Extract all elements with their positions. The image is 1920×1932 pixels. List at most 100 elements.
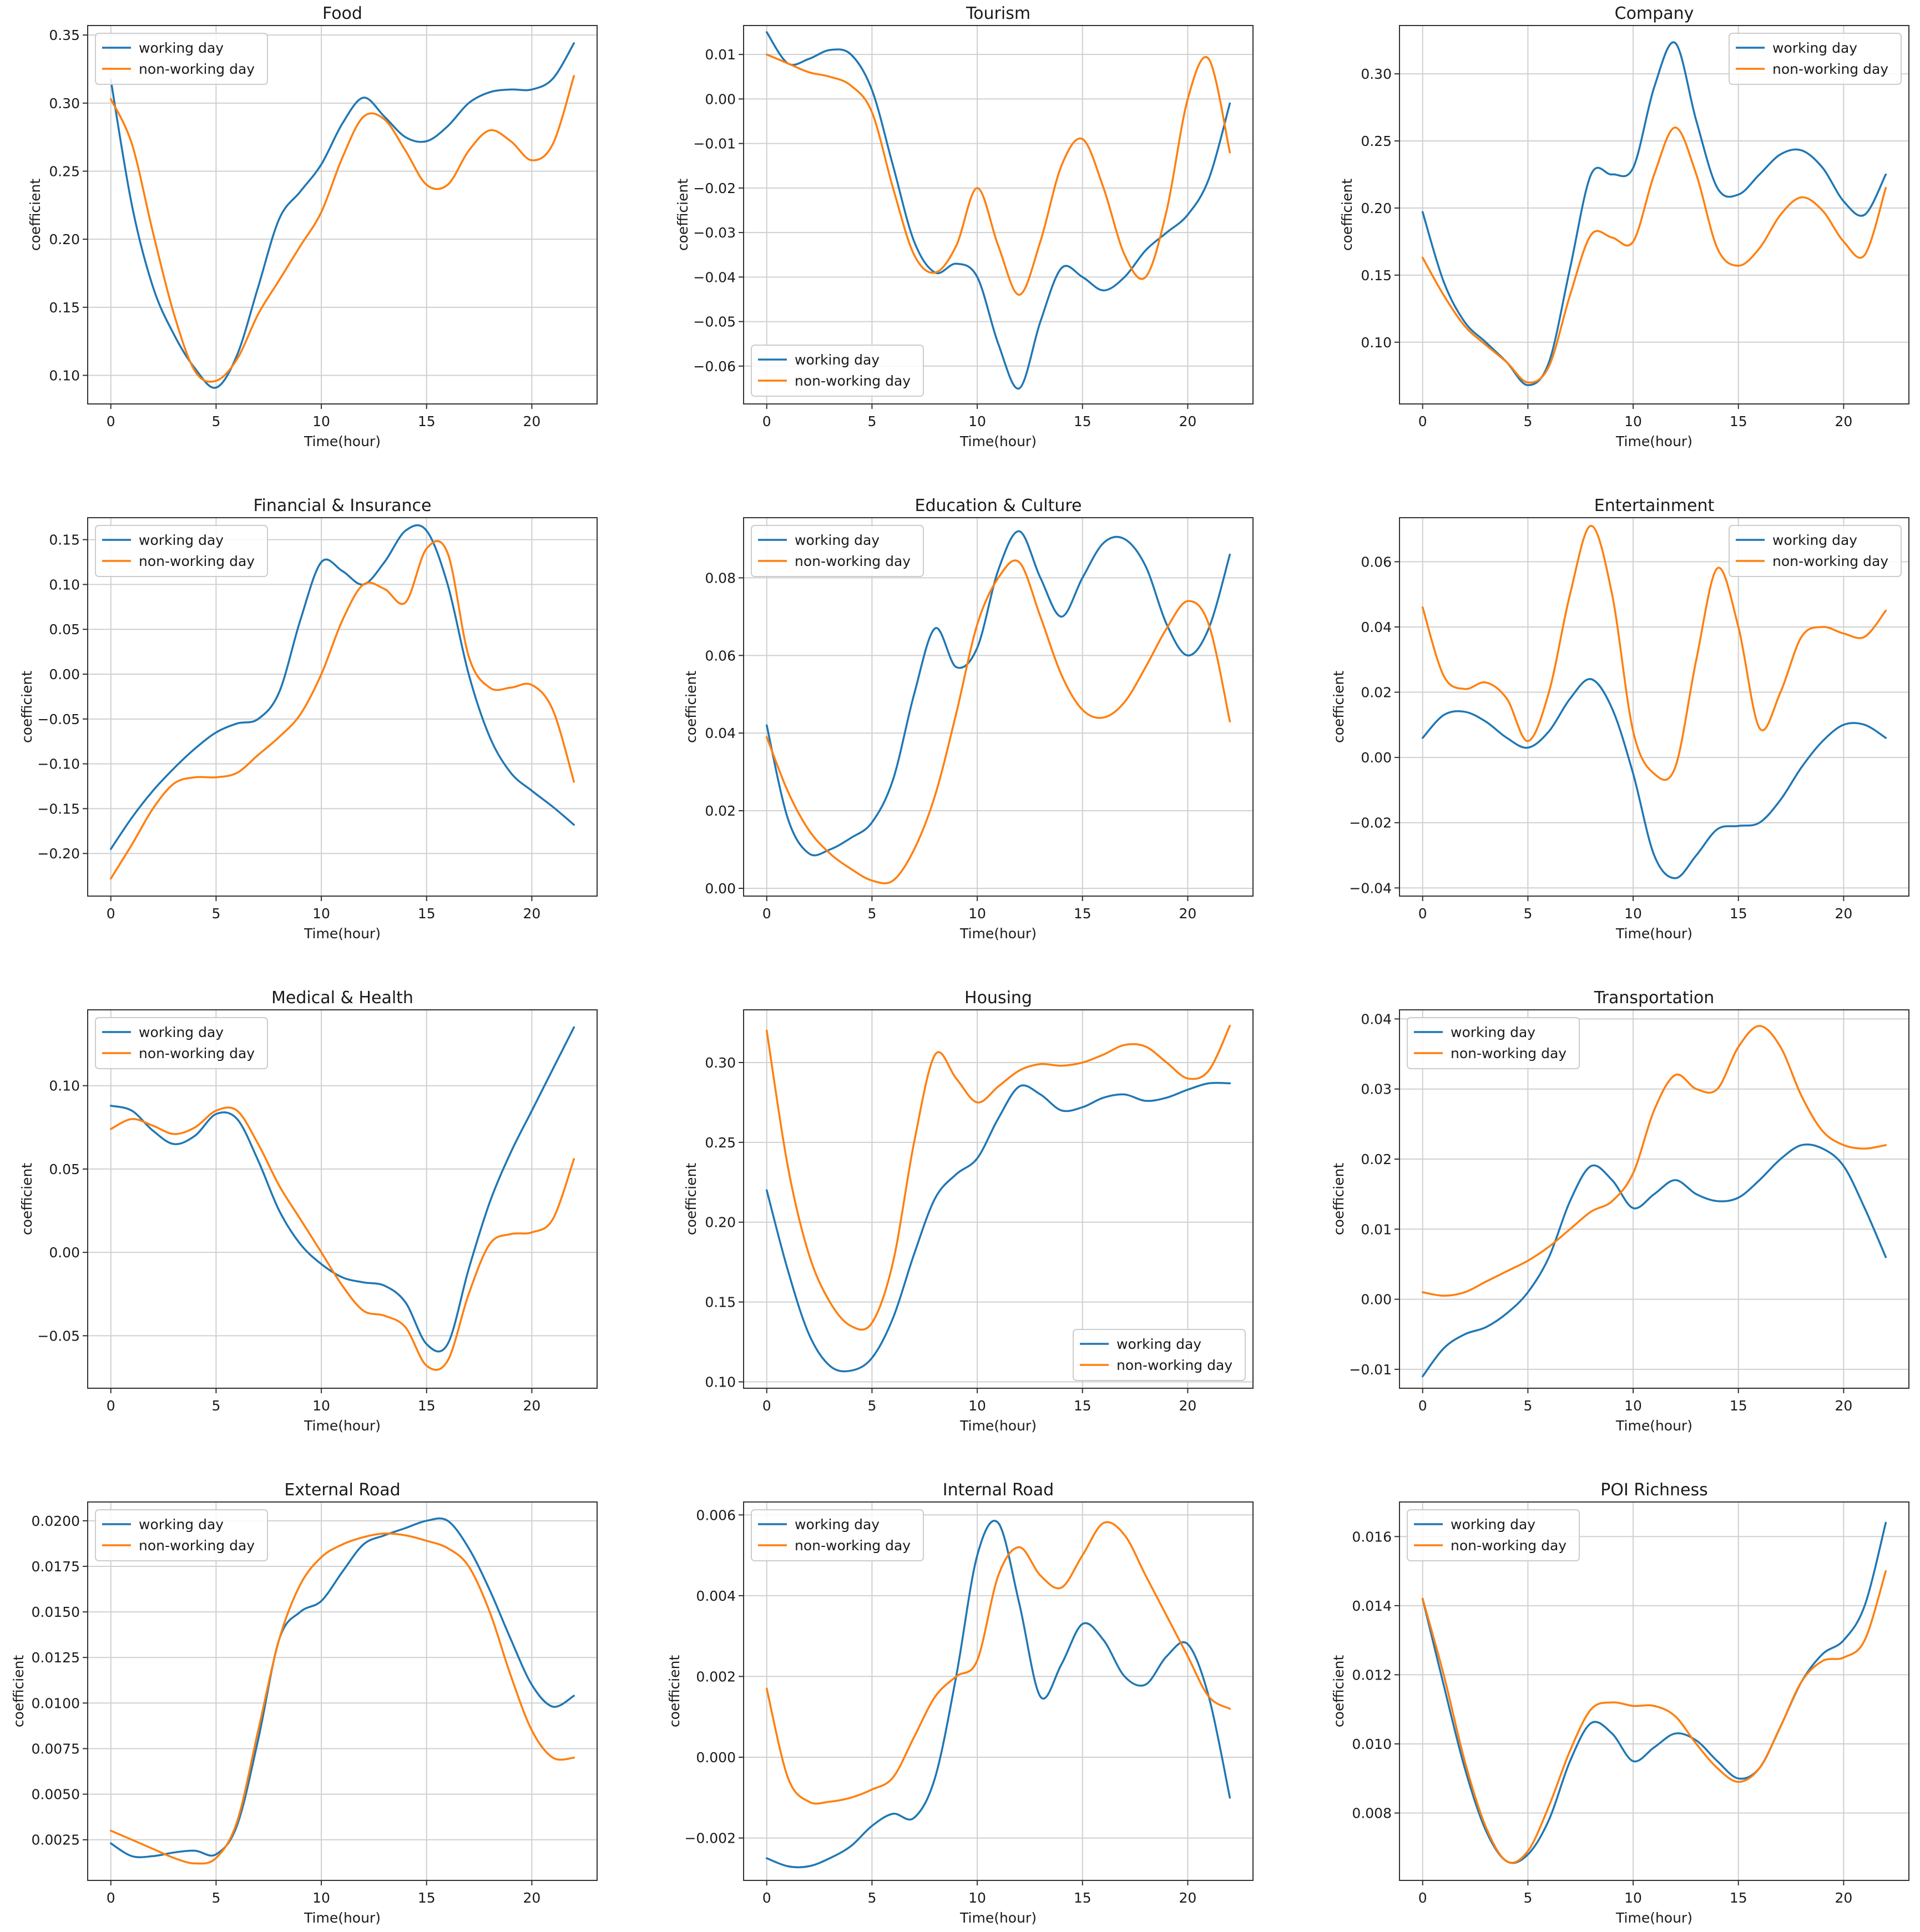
y-tick-label: 0.15 (705, 1294, 736, 1311)
y-tick-label: 0.04 (1361, 619, 1392, 635)
x-axis-label: Time(hour) (959, 1910, 1037, 1926)
legend-label-nonworking: non-working day (1116, 1357, 1232, 1373)
y-tick-label: 0.00 (1361, 750, 1392, 766)
x-axis-label: Time(hour) (959, 925, 1037, 942)
chart-title: Financial & Insurance (253, 496, 431, 515)
y-tick-label: 0.15 (1361, 267, 1392, 284)
plot-frame (87, 517, 598, 897)
x-tick-label: 5 (1523, 413, 1532, 429)
x-tick-label: 5 (211, 906, 220, 922)
x-tick-label: 20 (1835, 906, 1852, 922)
working-day-line (109, 42, 575, 389)
x-tick-label: 10 (312, 1398, 330, 1414)
legend-label-nonworking: non-working day (139, 1045, 255, 1061)
x-tick-label: 10 (968, 1398, 986, 1414)
x-tick-label: 10 (312, 906, 330, 922)
working-day-line (765, 530, 1231, 857)
y-tick-label: 0.01 (1361, 1221, 1392, 1237)
working-day-line (765, 1520, 1231, 1869)
legend-label-working: working day (139, 1024, 224, 1040)
y-tick-label: 0.00 (49, 1245, 80, 1261)
legend-label-working: working day (795, 532, 880, 548)
x-tick-label: 20 (1179, 413, 1196, 429)
x-tick-label: 20 (1179, 1398, 1196, 1414)
non-working-day-line (1421, 1570, 1887, 1864)
y-tick-label: 0.10 (49, 576, 80, 593)
legend-label-nonworking: non-working day (795, 1537, 911, 1554)
working-day-line (765, 31, 1231, 390)
non-working-day-line (109, 1532, 575, 1865)
y-tick-label: 0.0175 (32, 1559, 80, 1575)
legend-label-nonworking: non-working day (795, 373, 911, 389)
x-tick-label: 15 (1730, 413, 1747, 429)
non-working-day-line (765, 1025, 1231, 1331)
x-tick-label: 20 (1835, 1398, 1852, 1414)
legend-box (1407, 1509, 1580, 1561)
plot-frame (87, 1009, 598, 1389)
x-tick-label: 20 (1179, 1890, 1196, 1906)
y-tick-label: 0.20 (49, 231, 80, 247)
y-tick-label: 0.0025 (32, 1832, 80, 1848)
x-axis-label: Time(hour) (959, 1418, 1037, 1434)
legend-box (95, 1017, 268, 1069)
y-tick-label: 0.012 (1352, 1667, 1392, 1683)
x-tick-label: 5 (1523, 1398, 1532, 1414)
y-tick-label: −0.05 (693, 314, 736, 330)
y-tick-label: 0.004 (696, 1588, 736, 1604)
y-tick-label: 0.00 (705, 881, 736, 897)
x-tick-label: 20 (523, 413, 540, 429)
chart-title: Entertainment (1594, 496, 1715, 515)
y-tick-label: −0.10 (37, 756, 80, 772)
y-axis-label: coefficient (1331, 1163, 1347, 1236)
y-tick-label: 0.30 (1361, 66, 1392, 82)
x-tick-label: 0 (1418, 906, 1427, 922)
legend-label-working: working day (1451, 1024, 1535, 1040)
chart-panel-11: 0 5 10 15 20 −0.002 0.000 0.002 0.004 0.006 Intern… (666, 1480, 1254, 1926)
x-tick-label: 20 (1179, 906, 1196, 922)
y-tick-label: 0.10 (1361, 335, 1392, 351)
x-tick-label: 10 (968, 413, 986, 429)
x-tick-label: 15 (418, 1398, 436, 1414)
y-tick-label: 0.06 (705, 648, 736, 664)
x-axis-label: Time(hour) (304, 433, 381, 449)
x-axis-label: Time(hour) (304, 1418, 381, 1434)
legend-box (1073, 1329, 1246, 1381)
x-tick-label: 0 (762, 906, 771, 922)
y-tick-label: 0.016 (1352, 1529, 1392, 1545)
x-tick-label: 0 (762, 1398, 771, 1414)
legend: working day non-working day (1073, 1329, 1246, 1381)
legend: working day non-working day (1407, 1509, 1580, 1561)
y-tick-label: 0.04 (705, 725, 736, 741)
non-working-day-line (109, 75, 575, 383)
legend-label-working: working day (1772, 532, 1857, 548)
y-tick-label: 0.0100 (32, 1695, 80, 1711)
legend-label-working: working day (795, 352, 880, 368)
working-day-line (109, 524, 575, 850)
y-tick-label: 0.30 (705, 1055, 736, 1071)
x-axis-label: Time(hour) (1615, 1910, 1692, 1926)
y-tick-label: −0.05 (37, 1328, 80, 1344)
y-tick-label: 0.0200 (32, 1513, 80, 1529)
y-tick-label: 0.014 (1352, 1598, 1392, 1614)
x-axis-label: Time(hour) (1615, 1418, 1692, 1434)
y-tick-label: −0.01 (1349, 1362, 1392, 1378)
chart-panel-7: 0 5 10 15 20 −0.05 0.00 0.05 0.10 Medical & Healt… (19, 988, 598, 1434)
x-tick-label: 10 (1624, 1398, 1642, 1414)
legend-box (1729, 33, 1902, 85)
x-tick-label: 20 (1835, 413, 1852, 429)
y-tick-label: 0.35 (49, 27, 80, 43)
x-tick-label: 5 (867, 906, 876, 922)
chart-panel-5: 0 5 10 15 20 0.00 0.02 0.04 0.06 0.08 Education & … (683, 496, 1254, 942)
chart-title: Housing (964, 988, 1032, 1008)
x-tick-label: 0 (107, 906, 115, 922)
plot-frame (743, 1501, 1254, 1881)
chart-panel-6: 0 5 10 15 20 −0.04 −0.02 0.00 0.02 0.04 0.06 Entert… (1331, 496, 1909, 942)
y-tick-label: 0.05 (49, 1161, 80, 1177)
x-tick-label: 10 (1624, 1890, 1642, 1906)
y-tick-label: −0.15 (37, 801, 80, 817)
plot-frame (743, 1009, 1254, 1389)
y-tick-label: −0.02 (1349, 815, 1392, 831)
y-axis-label: coefficient (683, 671, 699, 744)
y-tick-label: −0.05 (37, 711, 80, 727)
legend-box (1729, 525, 1902, 577)
